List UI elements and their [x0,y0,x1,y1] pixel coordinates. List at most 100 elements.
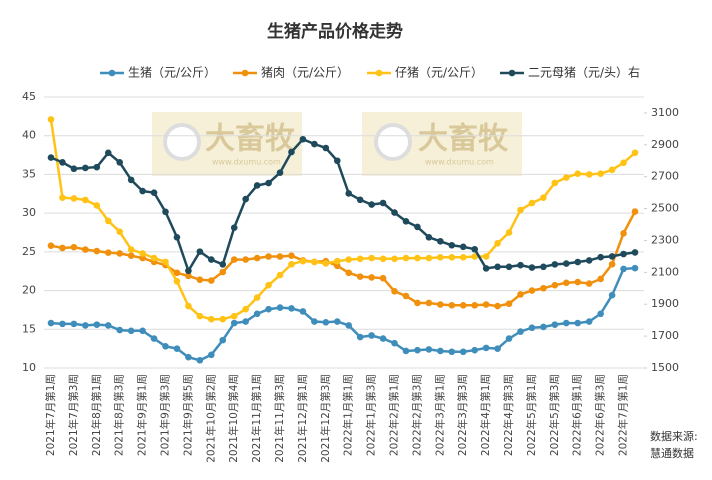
point [219,336,227,344]
point [631,249,639,256]
legend: 生猪（元/公斤） 猪肉（元/公斤） 仔猪（元/公斤） 二元母猪（元/头）右 [100,65,640,80]
point [620,265,627,273]
point [620,250,627,258]
point [104,149,112,157]
point [265,253,272,260]
point [574,278,582,286]
point [127,327,135,335]
point [276,271,284,279]
point [517,291,524,298]
point [82,164,89,172]
point [150,335,158,342]
point [379,335,387,342]
y2-tick-label: 2900 [651,138,679,151]
x-tick-label: 2021年9月第1周 [136,374,149,456]
y-tick-label: 30 [22,206,36,219]
point [345,256,353,263]
point [162,258,169,266]
point [437,237,444,245]
point [230,256,238,263]
point [150,254,158,262]
point [368,254,375,262]
point [150,189,158,196]
point [402,347,410,355]
point [59,244,66,252]
point [425,346,433,353]
series-line [50,137,636,274]
point [196,276,204,284]
point [173,269,181,277]
point [574,319,582,327]
point [597,253,604,261]
point [333,262,341,270]
point [574,258,582,266]
point [70,243,78,251]
point [208,315,215,323]
point [82,322,89,329]
series [47,116,639,323]
point [379,274,387,282]
point [620,159,627,167]
legend-marker [375,69,383,77]
x-tick-label: 2021年10月第2周 [204,374,217,463]
point [402,218,410,225]
point [379,255,387,263]
point [494,345,501,352]
point [379,199,387,207]
series [47,208,639,310]
x-tick-label: 2021年8月第1周 [90,374,103,456]
x-tick-label: 2021年10月第4周 [227,374,240,463]
x-tick-label: 2022年6月第3周 [594,374,607,456]
watermark-logo [163,123,201,161]
point [276,304,284,311]
point [482,265,490,272]
point [391,339,398,347]
point [311,318,318,325]
point [562,174,570,181]
legend-marker [108,69,116,77]
point [47,116,55,123]
point [93,163,101,171]
point [402,292,410,300]
point [219,315,227,323]
point [437,301,444,308]
x-tick-label: 2021年7月第3周 [67,374,80,456]
point [196,248,204,255]
point [288,260,295,268]
watermark-url: www.dxumu.com [425,158,494,167]
source-note: 慧通数据 [650,446,694,460]
point [471,301,478,309]
y2-tick-label: 1900 [651,297,679,310]
point [276,169,284,177]
point [562,260,570,267]
series [47,264,639,364]
watermark-url: www.dxumu.com [212,158,281,167]
legend-label: 仔猪（元/公斤） [395,66,483,80]
point [333,157,341,165]
point [345,322,353,329]
point [333,318,341,325]
point [620,229,627,237]
point [505,335,513,342]
point [414,299,421,307]
point [253,310,261,318]
point [299,257,307,265]
point [505,229,513,236]
x-tick-label: 2022年2月第3周 [410,374,423,456]
y2-tick-label: 1700 [651,329,679,342]
x-tick-label: 2022年1月第3周 [365,374,378,456]
point [585,318,593,325]
point [368,274,375,281]
point [528,324,536,332]
point [437,253,444,261]
point [551,281,559,289]
point [333,257,341,265]
point [414,223,421,231]
point [322,144,330,152]
point [265,281,272,289]
point [116,250,124,257]
point [208,277,215,284]
y2-tick-label: 2500 [651,202,679,215]
point [104,249,112,256]
